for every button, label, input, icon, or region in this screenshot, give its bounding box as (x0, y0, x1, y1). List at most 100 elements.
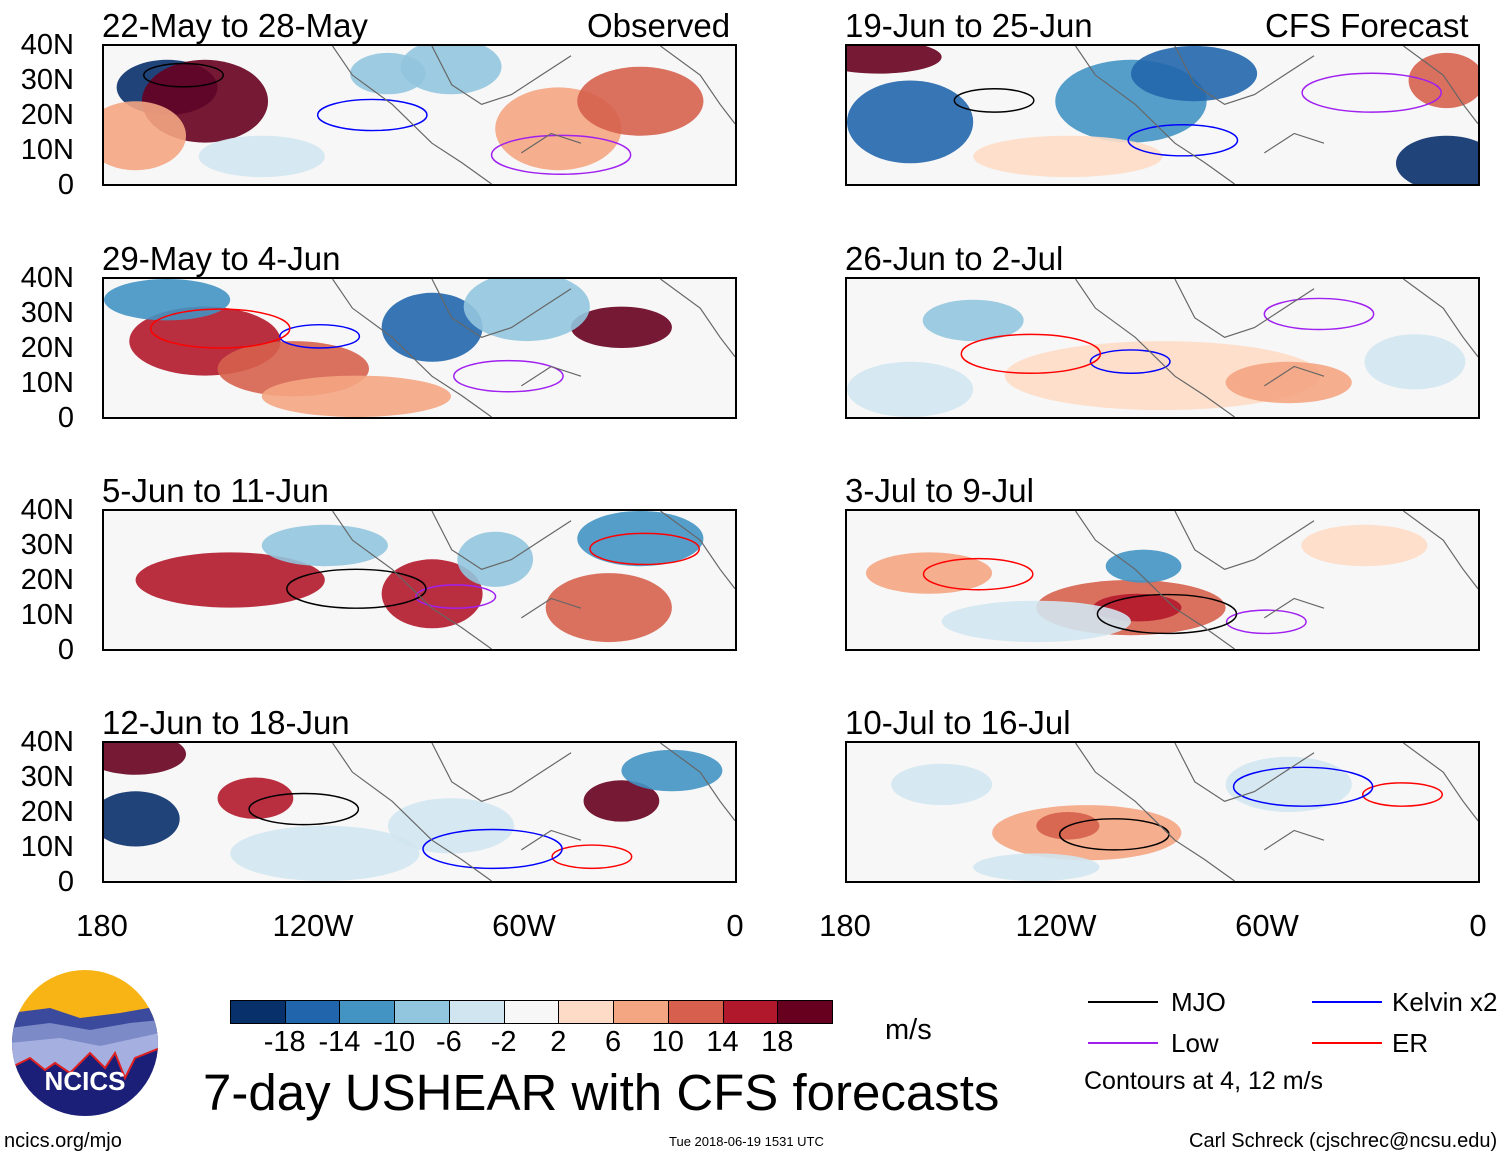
legend-label-kelvin: Kelvin x2 (1392, 987, 1498, 1017)
shear-anomaly-region (381, 559, 483, 629)
legend-line-kelvin (1312, 1001, 1382, 1003)
map-panel-observed-2 (102, 277, 737, 419)
anomaly-contour (316, 98, 428, 132)
lat-label: 0 (57, 402, 74, 434)
svg-text:NCICS: NCICS (45, 1066, 126, 1096)
anomaly-contour (922, 557, 1034, 591)
colorbar-label: 10 (651, 1026, 684, 1058)
shear-anomaly-region (261, 375, 452, 417)
shear-anomaly-region (1105, 549, 1182, 583)
lon-label: 0 (1469, 908, 1487, 943)
shear-anomaly-region (1225, 756, 1352, 812)
lat-label: 20N (20, 564, 74, 596)
lat-label: 40N (20, 262, 74, 294)
legend-line-er (1312, 1042, 1382, 1044)
shear-anomaly-region (973, 135, 1163, 178)
colorbar-label: -2 (490, 1026, 517, 1058)
lon-label: 180 (819, 908, 871, 943)
colorbar-swatch (339, 1000, 396, 1024)
website-link[interactable]: ncics.org/mjo (4, 1130, 122, 1152)
lon-label: 0 (726, 908, 744, 943)
anomaly-contour (1127, 123, 1239, 157)
lat-label: 0 (57, 169, 74, 201)
shear-anomaly-region (973, 853, 1100, 881)
coastline (1075, 46, 1478, 184)
lat-label: 20N (20, 796, 74, 828)
lat-label: 10N (20, 831, 74, 863)
map-panel-observed-4 (102, 741, 737, 883)
lat-label: 20N (20, 332, 74, 364)
shear-anomaly-region (847, 80, 974, 164)
anomaly-contour (551, 844, 633, 870)
lon-label: 120W (1015, 908, 1097, 943)
shear-anomaly-region (135, 552, 325, 608)
lat-label: 30N (20, 297, 74, 329)
colorbar-swatch (448, 1000, 505, 1024)
shear-anomaly-region (400, 46, 502, 95)
figure-title: 7-day USHEAR with CFS forecasts (203, 1064, 1000, 1121)
panel-title-observed-3: 5-Jun to 11-Jun (102, 472, 329, 509)
colorbar-label: -14 (318, 1026, 361, 1058)
author-credit: Carl Schreck (cjschrec@ncsu.edu) (1189, 1130, 1498, 1152)
colorbar-swatch (722, 1000, 779, 1024)
colorbar-units: m/s (885, 1014, 932, 1046)
panel-title-forecast-1: 19-Jun to 25-Jun (845, 7, 1093, 44)
lat-label: 30N (20, 64, 74, 96)
panel-title-observed-1: 22-May to 28-May (102, 7, 368, 44)
coastline (332, 511, 735, 649)
anomaly-contour (279, 323, 361, 349)
anomaly-contour (960, 333, 1102, 374)
colorbar-label: 14 (706, 1026, 739, 1058)
shear-anomaly-region (457, 531, 534, 587)
shear-anomaly-region (891, 763, 993, 806)
lon-label: 60W (1235, 908, 1299, 943)
colorbar-swatch (777, 1000, 833, 1024)
shear-anomaly-region (217, 777, 294, 819)
anomaly-contour (143, 62, 224, 88)
lat-label: 40N (20, 494, 74, 526)
shear-anomaly-region (104, 791, 180, 847)
shear-anomaly-region (104, 743, 187, 775)
lat-label: 20N (20, 99, 74, 131)
panel-title-observed-2: 29-May to 4-Jun (102, 240, 341, 277)
lon-label: 60W (492, 908, 556, 943)
lat-label: 30N (20, 761, 74, 793)
shear-anomaly-region (230, 825, 420, 881)
lon-label: 120W (272, 908, 354, 943)
shear-anomaly-region (463, 279, 590, 342)
colorbar-label: 6 (605, 1026, 622, 1058)
map-panel-forecast-4 (845, 741, 1480, 883)
shear-anomaly-region (104, 101, 187, 171)
panel-title-observed-4: 12-Jun to 18-Jun (102, 704, 350, 741)
anomaly-contour (1361, 782, 1443, 807)
colorbar-swatch (230, 1000, 286, 1024)
legend-line-mjo (1088, 1001, 1158, 1003)
panel-title-forecast-3: 3-Jul to 9-Jul (845, 472, 1034, 509)
lat-label: 0 (57, 866, 74, 898)
anomaly-contour (589, 532, 700, 566)
anomaly-contour (1096, 593, 1238, 635)
anomaly-contour (1263, 297, 1375, 331)
anomaly-contour (286, 568, 427, 609)
shear-anomaly-region (583, 780, 660, 822)
shear-anomaly-region (104, 279, 231, 321)
shear-anomaly-region (1225, 361, 1352, 404)
ncics-logo: NCICS (10, 968, 160, 1118)
panel-title-forecast-4: 10-Jul to 16-Jul (845, 704, 1071, 741)
shear-anomaly-region (621, 749, 723, 792)
colorbar-label: 18 (761, 1026, 794, 1058)
colorbar-swatch (558, 1000, 615, 1024)
shear-anomaly-region (198, 135, 325, 178)
legend-note: Contours at 4, 12 m/s (1084, 1067, 1324, 1095)
shear-anomaly-region (1395, 135, 1478, 184)
observed-column-label: Observed (587, 7, 731, 44)
legend-label-er: ER (1392, 1028, 1429, 1058)
shear-anomaly-region (1130, 46, 1258, 102)
anomaly-contour (248, 792, 360, 826)
lon-label: 180 (76, 908, 128, 943)
lat-label: 40N (20, 726, 74, 758)
map-panel-observed-3 (102, 509, 737, 651)
shear-anomaly-region (545, 573, 672, 643)
anomaly-contour (953, 88, 1035, 113)
